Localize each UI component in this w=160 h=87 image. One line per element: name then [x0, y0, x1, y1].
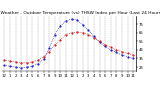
Title: Milwaukee Weather - Outdoor Temperature (vs) THSW Index per Hour (Last 24 Hours): Milwaukee Weather - Outdoor Temperature …	[0, 11, 160, 15]
